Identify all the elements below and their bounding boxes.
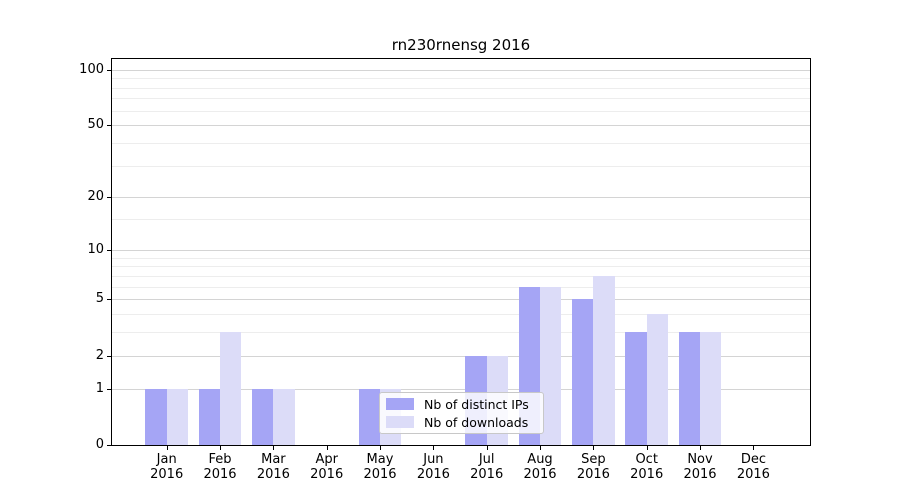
y-tick-label-0: 0 xyxy=(95,437,104,452)
bar-distinct-ips-mar xyxy=(252,388,274,445)
y-tick-2 xyxy=(107,355,112,357)
bar-downloads-oct xyxy=(646,314,668,445)
bar-distinct-ips-jan xyxy=(145,388,167,445)
gridline-y-5 xyxy=(112,299,810,301)
y-tick-label-20: 20 xyxy=(87,189,104,205)
gridline-y-2 xyxy=(112,355,810,357)
y-tick-20 xyxy=(107,197,112,199)
legend-swatch-downloads xyxy=(386,416,414,428)
x-tick-label-feb: Feb 2016 xyxy=(203,452,237,482)
gridline-y-30 xyxy=(112,165,810,167)
x-tick-label-dec: Dec 2016 xyxy=(736,452,770,482)
chart-title: rn230rnensg 2016 xyxy=(391,36,531,54)
bar-downloads-mar xyxy=(273,388,295,445)
gridline-y-15 xyxy=(112,219,810,221)
bar-distinct-ips-feb xyxy=(198,388,220,445)
gridline-y-8 xyxy=(112,266,810,268)
x-tick-jun xyxy=(433,446,435,450)
gridline-y-80 xyxy=(112,87,810,89)
y-tick-1 xyxy=(107,388,112,390)
gridline-y-1 xyxy=(112,388,810,390)
bar-distinct-ips-nov xyxy=(678,332,700,445)
x-tick-label-sep: Sep 2016 xyxy=(576,452,610,482)
legend-swatch-distinct-ips xyxy=(386,398,414,410)
gridline-y-3 xyxy=(112,332,810,334)
x-tick-dec xyxy=(753,446,755,450)
legend-item-distinct-ips: Nb of distinct IPs xyxy=(386,398,537,411)
x-tick-jul xyxy=(486,446,488,450)
x-tick-label-aug: Aug 2016 xyxy=(523,452,557,482)
gridline-y-90 xyxy=(112,78,810,79)
x-tick-label-jul: Jul 2016 xyxy=(470,452,504,482)
y-tick-100 xyxy=(107,69,112,71)
gridline-y-40 xyxy=(112,142,810,144)
y-tick-label-50: 50 xyxy=(87,117,104,133)
gridline-y-7 xyxy=(112,275,810,277)
gridline-y-4 xyxy=(112,314,810,316)
plot-area xyxy=(111,58,811,446)
legend-item-downloads: Nb of downloads xyxy=(386,416,537,429)
x-tick-label-jun: Jun 2016 xyxy=(416,452,450,482)
bar-downloads-feb xyxy=(220,332,242,445)
x-tick-apr xyxy=(326,446,328,450)
x-tick-sep xyxy=(593,446,595,450)
bar-distinct-ips-oct xyxy=(625,332,647,445)
x-tick-mar xyxy=(273,446,275,450)
y-tick-label-100: 100 xyxy=(79,61,104,77)
legend-label-downloads: Nb of downloads xyxy=(424,414,529,430)
x-tick-label-jan: Jan 2016 xyxy=(150,452,184,482)
bar-downloads-jan xyxy=(166,388,188,445)
bar-distinct-ips-may xyxy=(358,388,380,445)
x-tick-oct xyxy=(646,446,648,450)
x-tick-label-apr: Apr 2016 xyxy=(310,452,344,482)
gridline-y-60 xyxy=(112,110,810,112)
gridline-y-100 xyxy=(112,69,810,71)
y-tick-5 xyxy=(107,299,112,301)
bar-downloads-sep xyxy=(593,275,615,445)
x-tick-nov xyxy=(700,446,701,450)
gridline-y-6 xyxy=(112,286,810,288)
bar-distinct-ips-sep xyxy=(572,299,594,445)
x-tick-label-mar: Mar 2016 xyxy=(256,452,290,482)
gridline-y-50 xyxy=(112,125,810,127)
x-tick-aug xyxy=(540,446,541,450)
gridline-y-20 xyxy=(112,197,810,199)
x-tick-may xyxy=(380,446,381,450)
y-tick-label-10: 10 xyxy=(87,241,104,257)
y-tick-label-5: 5 xyxy=(95,291,104,307)
y-tick-label-2: 2 xyxy=(95,347,104,363)
x-tick-jan xyxy=(166,446,168,450)
x-tick-label-oct: Oct 2016 xyxy=(630,452,664,482)
y-tick-label-1: 1 xyxy=(95,380,104,396)
x-tick-feb xyxy=(220,446,221,450)
bar-downloads-nov xyxy=(700,332,722,445)
y-tick-10 xyxy=(107,249,112,251)
gridline-y-70 xyxy=(112,98,810,100)
x-tick-label-may: May 2016 xyxy=(363,452,397,482)
y-tick-50 xyxy=(107,125,112,127)
gridline-y-9 xyxy=(112,257,810,259)
legend: Nb of distinct IPs Nb of downloads xyxy=(379,392,544,434)
gridline-y-10 xyxy=(112,249,810,251)
x-tick-label-nov: Nov 2016 xyxy=(683,452,717,482)
legend-label-distinct-ips: Nb of distinct IPs xyxy=(424,396,529,412)
bar-downloads-aug xyxy=(540,286,562,445)
y-tick-0 xyxy=(107,445,112,446)
